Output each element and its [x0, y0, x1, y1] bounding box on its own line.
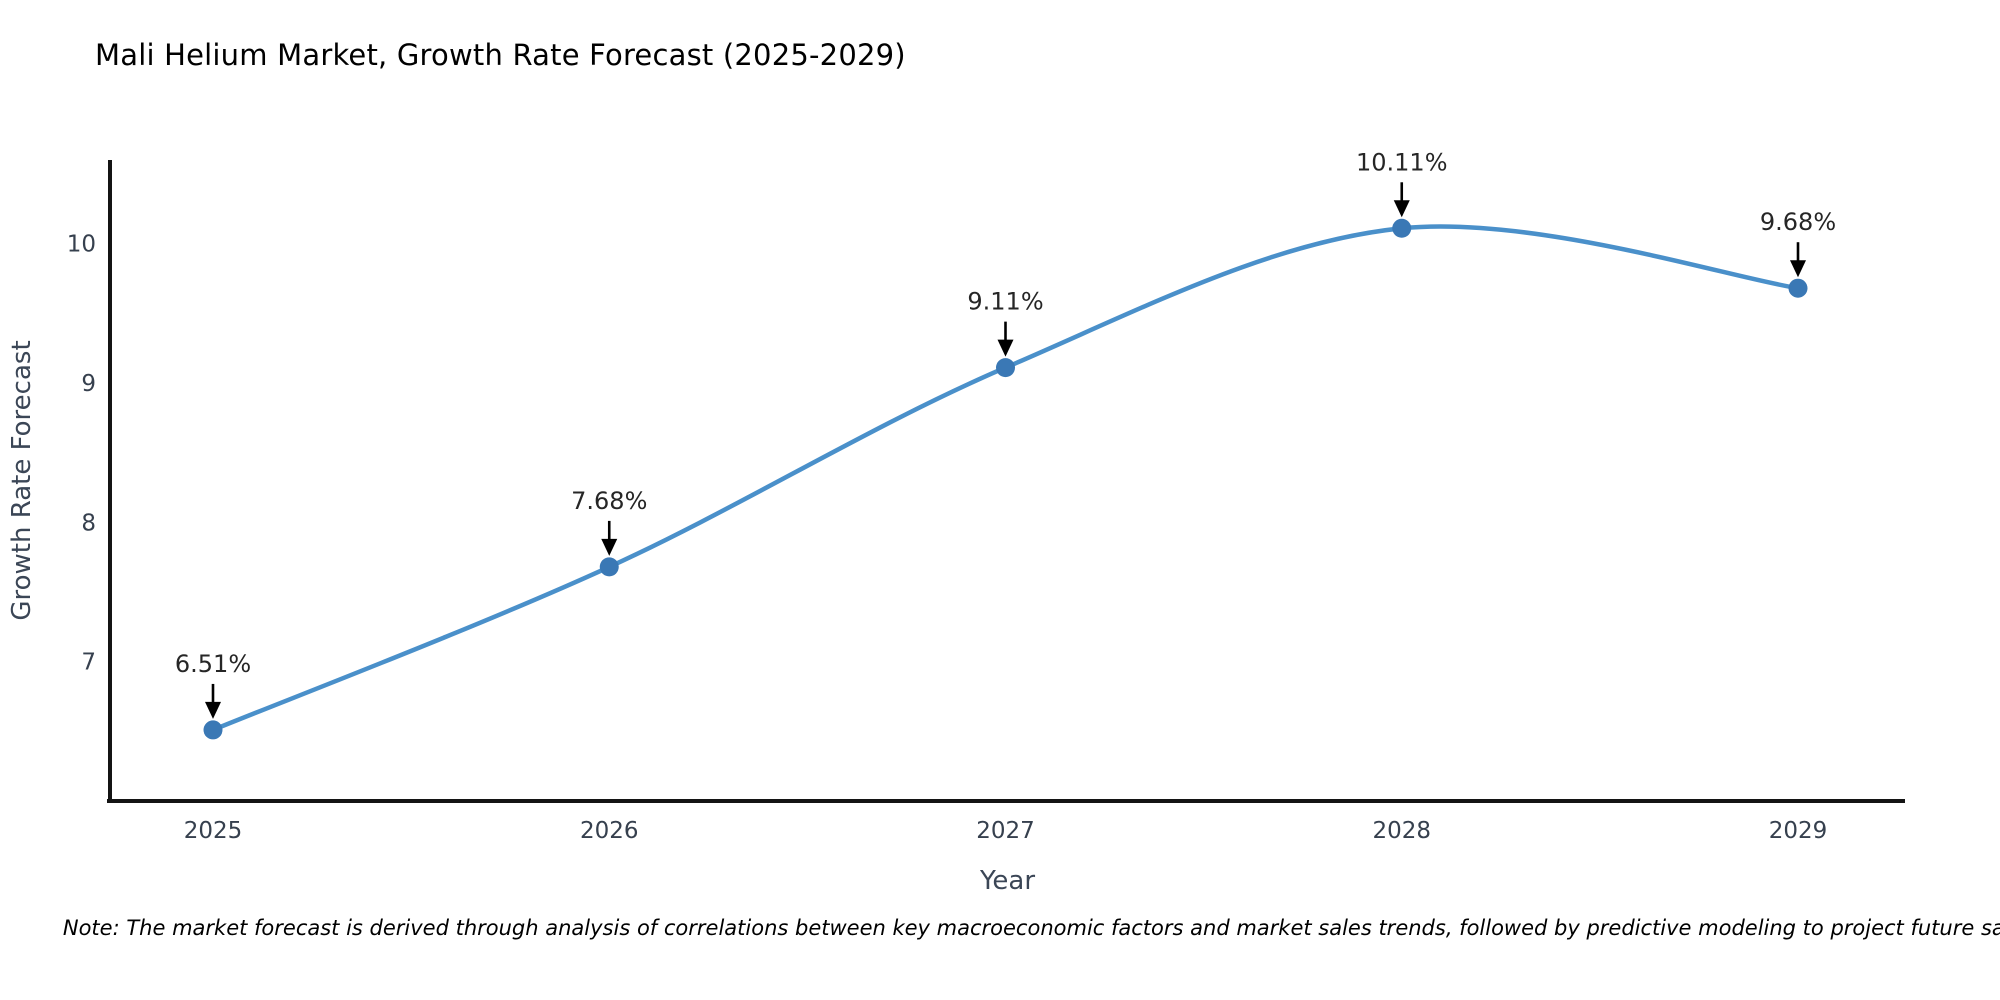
annotation-arrow-head: [601, 538, 618, 556]
annotation-arrow-head: [205, 701, 221, 719]
point-value-label: 7.68%: [571, 487, 647, 515]
point-value-label: 6.51%: [175, 650, 251, 678]
annotation-arrow-head: [997, 339, 1014, 357]
y-axis-title: Growth Rate Forecast: [7, 340, 37, 620]
line-chart: 6.51% 7.68% 9.11% 10.11% 9.68% 7 8 9 10 2025 2026 2…: [7, 148, 1905, 896]
point-value-label: 10.11%: [1356, 148, 1448, 176]
footnote: Note: The market forecast is derived thr…: [62, 916, 2000, 940]
annotation-arrow-head: [1790, 260, 1806, 278]
chart-title: Mali Helium Market, Growth Rate Forecast…: [95, 38, 906, 72]
data-point-marker: [996, 358, 1015, 378]
x-tick-label: 2025: [184, 818, 243, 844]
x-tick-label: 2028: [1372, 818, 1431, 844]
y-tick-label: 7: [81, 650, 96, 676]
x-tick-label: 2026: [580, 818, 639, 844]
x-tick-label: 2027: [976, 818, 1035, 844]
data-point-marker: [1788, 278, 1808, 298]
data-point-marker: [1392, 218, 1412, 238]
y-tick-label: 8: [81, 510, 96, 536]
point-value-label: 9.68%: [1760, 208, 1836, 236]
y-tick-label: 9: [81, 371, 96, 397]
data-point-marker: [599, 557, 619, 577]
x-axis-title: Year: [979, 866, 1035, 896]
y-tick-label: 10: [67, 232, 96, 258]
point-value-label: 9.11%: [967, 288, 1043, 316]
x-tick-label: 2029: [1769, 818, 1828, 844]
annotation-arrow-head: [1393, 200, 1410, 218]
data-point-marker: [203, 720, 223, 740]
